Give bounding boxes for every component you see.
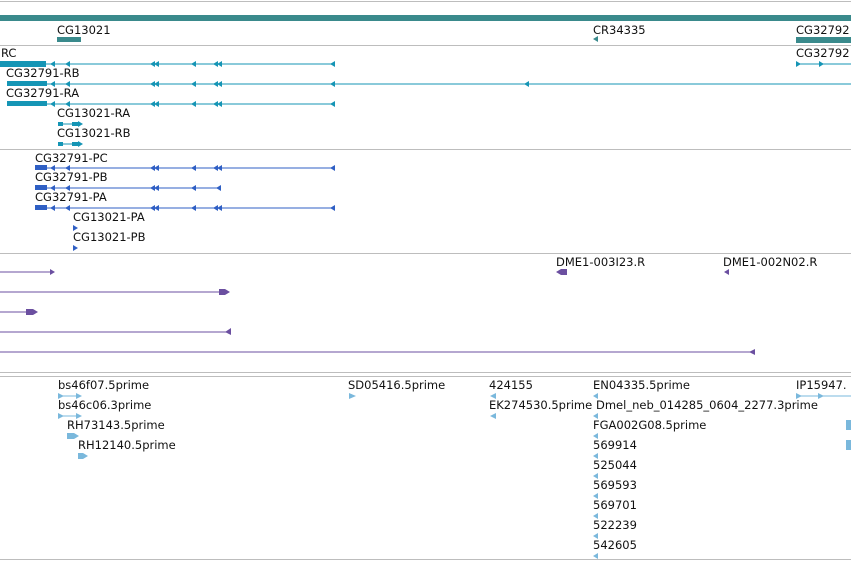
- est-bs46f07[interactable]: [58, 393, 82, 399]
- gene-feature-cg13021[interactable]: [57, 37, 81, 42]
- protein-cg32791-pa[interactable]: [35, 205, 335, 211]
- est-label[interactable]: 522239: [593, 518, 637, 532]
- transcript-cg32791-ra[interactable]: [7, 101, 335, 107]
- est-offscreen-feature[interactable]: [846, 440, 851, 450]
- protein-label[interactable]: CG32791-PC: [35, 151, 108, 165]
- clone-read-1[interactable]: [0, 269, 55, 275]
- clone-label[interactable]: DME1-003I23.R: [556, 255, 646, 269]
- est-offscreen-feature[interactable]: [846, 420, 851, 430]
- est-label[interactable]: Dmel_neb_014285_0604_2277.3prime: [596, 398, 818, 412]
- est-label[interactable]: RH12140.5prime: [78, 438, 176, 452]
- est-label[interactable]: EK274530.5prime: [489, 398, 593, 412]
- est-522239[interactable]: [593, 533, 598, 539]
- est-label[interactable]: 542605: [593, 538, 637, 552]
- clone-read-2[interactable]: [0, 289, 230, 295]
- est-dmel-neb[interactable]: [593, 413, 598, 419]
- est-label[interactable]: bs46f07.5prime: [58, 378, 150, 392]
- clone-read-5[interactable]: [0, 349, 755, 355]
- clone-dme1-003i23r[interactable]: [556, 269, 567, 275]
- protein-label[interactable]: CG13021-PA: [73, 210, 145, 224]
- track-separator: [0, 253, 851, 254]
- est-label[interactable]: bs46c06.3prime: [58, 398, 152, 412]
- est-en04335[interactable]: [593, 393, 598, 399]
- est-label[interactable]: 569593: [593, 478, 637, 492]
- gene-label[interactable]: CR34335: [593, 23, 646, 37]
- gene-label[interactable]: CG13021: [57, 23, 111, 37]
- track-separator: [0, 1, 851, 2]
- transcript-cg13021-ra[interactable]: [58, 121, 83, 127]
- transcript-label[interactable]: CG13021-RA: [57, 106, 131, 120]
- protein-cg32791-pb[interactable]: [35, 185, 221, 191]
- protein-cg13021-pa[interactable]: [73, 225, 78, 231]
- est-label[interactable]: 525044: [593, 458, 637, 472]
- track-separator: [0, 149, 851, 150]
- est-fga002g08[interactable]: [593, 433, 598, 439]
- transcript-label[interactable]: CG32791-RA: [6, 86, 80, 100]
- clone-read-3[interactable]: [0, 309, 38, 315]
- track-separator: [0, 45, 851, 46]
- est-label[interactable]: IP15947.: [796, 378, 847, 392]
- est-rh73143[interactable]: [67, 433, 79, 439]
- est-569593[interactable]: [593, 493, 598, 499]
- gene-feature-cg32792[interactable]: [796, 37, 851, 43]
- est-label[interactable]: RH73143.5prime: [67, 418, 165, 432]
- protein-cg32791-pc[interactable]: [35, 165, 335, 171]
- gene-label[interactable]: CG32792: [796, 23, 850, 37]
- est-label[interactable]: EN04335.5prime: [593, 378, 690, 392]
- gene-feature-cr34335[interactable]: [593, 36, 598, 42]
- est-424155[interactable]: [490, 393, 496, 399]
- transcript-cg32792[interactable]: [796, 61, 851, 67]
- clone-label[interactable]: DME1-002N02.R: [723, 255, 818, 269]
- est-label[interactable]: 569914: [593, 438, 637, 452]
- transcript-rc[interactable]: [0, 61, 335, 67]
- est-sd05416[interactable]: [349, 393, 356, 399]
- protein-cg13021-pb[interactable]: [73, 245, 78, 251]
- est-569914[interactable]: [593, 453, 598, 459]
- clone-dme1-002n02r[interactable]: [724, 269, 729, 275]
- clone-read-4[interactable]: [0, 328, 231, 335]
- track-separator: [0, 559, 851, 560]
- protein-label[interactable]: CG13021-PB: [73, 230, 146, 244]
- est-label[interactable]: FGA002G08.5prime: [593, 418, 707, 432]
- est-label[interactable]: 424155: [489, 378, 533, 392]
- gene-span-bar: [0, 15, 851, 21]
- track-separator: [0, 372, 851, 373]
- est-bs46c06[interactable]: [58, 413, 82, 419]
- est-569701[interactable]: [593, 513, 598, 519]
- protein-label[interactable]: CG32791-PA: [35, 190, 107, 204]
- transcript-label[interactable]: RC: [1, 46, 17, 60]
- est-label[interactable]: SD05416.5prime: [348, 378, 446, 392]
- transcript-label[interactable]: CG32791-RB: [6, 66, 80, 80]
- est-525044[interactable]: [593, 473, 598, 479]
- track-separator: [0, 376, 851, 377]
- transcript-cg13021-rb[interactable]: [58, 141, 83, 147]
- transcript-label[interactable]: CG32792: [796, 46, 850, 60]
- transcript-label[interactable]: CG13021-RB: [57, 126, 131, 140]
- est-542605[interactable]: [593, 553, 598, 559]
- protein-label[interactable]: CG32791-PB: [35, 170, 108, 184]
- est-label[interactable]: 569701: [593, 498, 637, 512]
- est-ek274530[interactable]: [490, 413, 496, 419]
- transcript-cg32791-rb[interactable]: [7, 81, 851, 87]
- est-rh12140[interactable]: [78, 453, 88, 459]
- est-ip15947[interactable]: [796, 393, 851, 399]
